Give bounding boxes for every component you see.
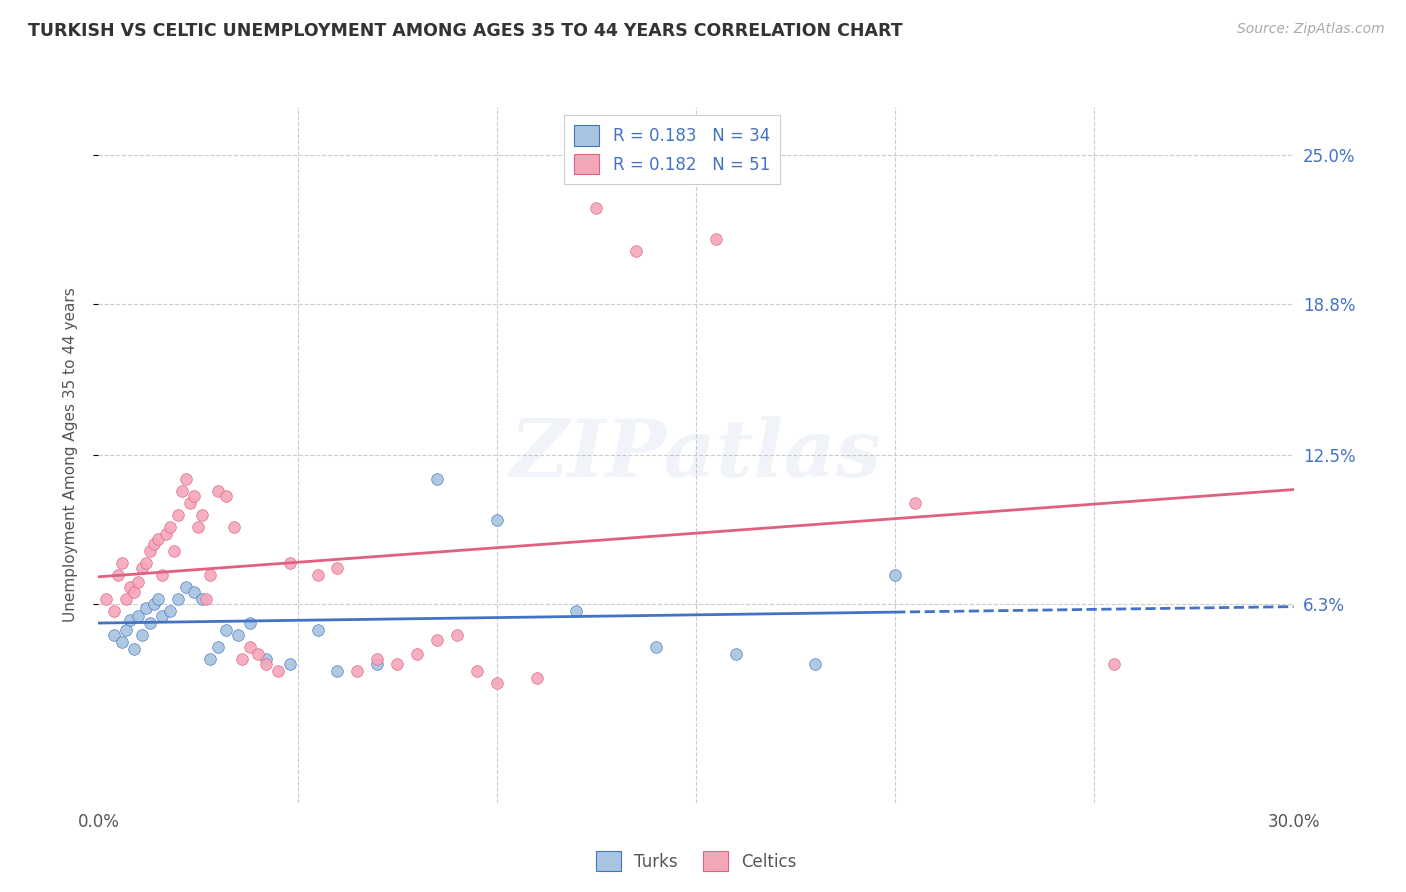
Point <box>172 483 194 498</box>
Point <box>346 664 368 678</box>
Point <box>115 623 138 637</box>
Point <box>724 647 747 661</box>
Point <box>366 652 388 666</box>
Point <box>148 532 170 546</box>
Point <box>103 628 125 642</box>
Point <box>191 591 214 606</box>
Point <box>446 628 468 642</box>
Point <box>131 560 153 574</box>
Point <box>215 489 238 503</box>
Point <box>155 527 177 541</box>
Point <box>135 556 157 570</box>
Point <box>326 664 349 678</box>
Point <box>307 567 329 582</box>
Point <box>485 676 508 690</box>
Point <box>884 567 907 582</box>
Point <box>143 537 166 551</box>
Point <box>326 560 349 574</box>
Point <box>148 591 170 606</box>
Point <box>159 604 181 618</box>
Point <box>254 652 277 666</box>
Point <box>131 628 153 642</box>
Point <box>103 604 125 618</box>
Point <box>187 520 209 534</box>
Point <box>111 635 134 649</box>
Point <box>585 201 607 215</box>
Point <box>127 575 149 590</box>
Point <box>704 232 727 246</box>
Point <box>150 567 173 582</box>
Point <box>111 556 134 570</box>
Point <box>904 496 927 510</box>
Point <box>115 591 138 606</box>
Point <box>198 652 221 666</box>
Point <box>645 640 668 654</box>
Point <box>163 544 186 558</box>
Point <box>278 556 301 570</box>
Point <box>226 628 249 642</box>
Point <box>191 508 214 522</box>
Point <box>167 508 190 522</box>
Point <box>215 623 238 637</box>
Point <box>124 642 146 657</box>
Text: ZIPatlas: ZIPatlas <box>510 417 882 493</box>
Point <box>124 584 146 599</box>
Point <box>139 544 162 558</box>
Point <box>183 584 205 599</box>
Point <box>526 671 548 685</box>
Point <box>207 483 229 498</box>
Point <box>167 591 190 606</box>
Text: Source: ZipAtlas.com: Source: ZipAtlas.com <box>1237 22 1385 37</box>
Point <box>159 520 181 534</box>
Point <box>465 664 488 678</box>
Point <box>174 580 197 594</box>
Point <box>183 489 205 503</box>
Point <box>143 597 166 611</box>
Point <box>207 640 229 654</box>
Point <box>267 664 290 678</box>
Point <box>366 657 388 671</box>
Text: TURKISH VS CELTIC UNEMPLOYMENT AMONG AGES 35 TO 44 YEARS CORRELATION CHART: TURKISH VS CELTIC UNEMPLOYMENT AMONG AGE… <box>28 22 903 40</box>
Point <box>804 657 827 671</box>
Point <box>150 608 173 623</box>
Point <box>120 614 142 628</box>
Point <box>385 657 409 671</box>
Point <box>135 601 157 615</box>
Point <box>406 647 429 661</box>
Point <box>195 591 218 606</box>
Point <box>239 640 262 654</box>
Point <box>485 513 508 527</box>
Point <box>120 580 142 594</box>
Point <box>1102 657 1125 671</box>
Point <box>174 472 197 486</box>
Point <box>96 591 118 606</box>
Point <box>426 472 449 486</box>
Point <box>127 608 149 623</box>
Point <box>222 520 245 534</box>
Point <box>254 657 277 671</box>
Point <box>626 244 648 258</box>
Point <box>139 615 162 630</box>
Point <box>307 623 329 637</box>
Point <box>278 657 301 671</box>
Point <box>565 604 588 618</box>
Legend: Turks, Celtics: Turks, Celtics <box>589 845 803 878</box>
Point <box>179 496 201 510</box>
Point <box>426 632 449 647</box>
Point <box>239 615 262 630</box>
Y-axis label: Unemployment Among Ages 35 to 44 years: Unemployment Among Ages 35 to 44 years <box>63 287 77 623</box>
Point <box>231 652 253 666</box>
Point <box>107 567 129 582</box>
Point <box>246 647 269 661</box>
Point <box>198 567 221 582</box>
